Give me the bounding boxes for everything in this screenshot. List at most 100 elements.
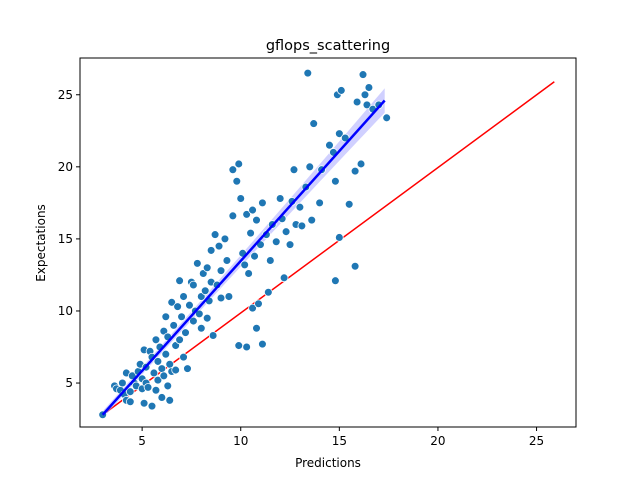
regression-line	[101, 99, 386, 416]
data-point	[309, 119, 318, 128]
data-point	[258, 339, 267, 349]
data-point	[183, 364, 192, 373]
data-point	[197, 292, 206, 301]
data-point	[143, 383, 153, 392]
data-point	[234, 159, 244, 169]
data-point	[325, 140, 334, 150]
data-point	[175, 335, 184, 345]
data-point	[305, 162, 315, 172]
data-point	[163, 381, 173, 391]
data-point	[197, 323, 206, 333]
data-point	[185, 300, 194, 310]
x-axis-ticks: 5 10 15 20 25	[138, 427, 544, 448]
data-point	[337, 86, 346, 95]
data-point	[173, 302, 182, 311]
data-point	[335, 129, 344, 138]
data-point	[285, 240, 295, 249]
data-point	[193, 259, 202, 268]
data-point	[281, 227, 291, 236]
data-point	[228, 165, 238, 174]
data-point	[165, 360, 175, 369]
data-point	[360, 90, 370, 100]
data-point	[149, 368, 159, 378]
data-point	[331, 176, 340, 186]
data-point	[234, 341, 244, 350]
data-point	[157, 393, 167, 402]
reference-line	[102, 81, 555, 416]
data-point	[161, 349, 171, 359]
data-point	[179, 292, 188, 301]
data-point	[220, 234, 230, 244]
y-axis-label: Expectations	[34, 204, 48, 282]
data-point	[382, 113, 391, 123]
data-point	[157, 364, 167, 373]
data-point	[258, 198, 267, 208]
data-point	[240, 260, 249, 270]
data-point	[254, 299, 263, 309]
data-point	[335, 233, 344, 242]
data-point	[250, 251, 259, 261]
y-tick-label: 25	[58, 88, 73, 102]
data-point	[266, 256, 275, 265]
data-point	[171, 341, 180, 350]
data-point	[198, 269, 208, 278]
data-point	[315, 198, 324, 208]
data-point	[151, 335, 161, 345]
data-point	[169, 321, 178, 330]
x-tick-label: 25	[529, 434, 544, 448]
data-point	[189, 316, 198, 326]
data-point	[159, 371, 169, 381]
data-point	[165, 396, 175, 405]
data-point	[118, 378, 127, 388]
data-point	[202, 263, 212, 272]
data-point	[344, 200, 354, 209]
data-point	[206, 246, 216, 255]
plot-frame	[79, 57, 577, 428]
data-point	[358, 70, 368, 79]
data-point	[153, 375, 163, 385]
data-point	[246, 228, 255, 238]
data-point	[307, 215, 317, 225]
data-point	[350, 262, 360, 271]
data-point	[297, 221, 307, 231]
data-point	[248, 205, 257, 215]
y-tick-label: 15	[58, 232, 73, 246]
data-point	[189, 280, 198, 290]
data-point	[181, 328, 190, 337]
data-point	[200, 286, 210, 296]
data-point	[252, 323, 261, 333]
data-point	[340, 133, 350, 143]
data-point	[242, 342, 251, 352]
data-point	[202, 313, 212, 323]
data-point	[159, 326, 169, 336]
data-point	[151, 385, 161, 395]
data-point	[147, 401, 157, 411]
data-point	[224, 292, 234, 301]
data-point	[179, 352, 188, 362]
y-tick-label: 20	[58, 160, 73, 174]
y-tick-label: 10	[58, 304, 73, 318]
data-point	[210, 230, 220, 239]
x-tick-label: 15	[332, 434, 347, 448]
data-point	[195, 309, 204, 319]
data-point	[177, 312, 186, 322]
data-point	[208, 331, 218, 340]
reference-line-layer	[102, 81, 555, 416]
data-point	[228, 211, 238, 221]
data-point	[362, 100, 372, 110]
data-point	[244, 269, 253, 278]
x-tick-label: 20	[430, 434, 445, 448]
data-point	[295, 202, 305, 212]
data-point	[252, 215, 261, 225]
data-point	[242, 210, 251, 219]
y-tick-label: 5	[65, 376, 73, 390]
data-point	[303, 68, 313, 78]
data-point	[352, 97, 362, 107]
data-point	[350, 166, 360, 176]
data-point	[271, 237, 281, 247]
data-point	[331, 276, 340, 285]
x-tick-label: 10	[233, 434, 248, 448]
data-point	[214, 241, 224, 251]
data-point	[126, 397, 135, 407]
